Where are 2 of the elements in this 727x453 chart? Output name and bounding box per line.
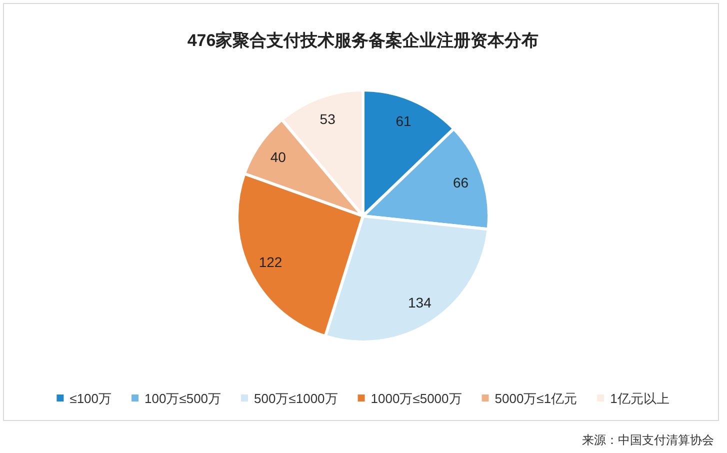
title: 476家聚合支付技术服务备案企业注册资本分布 <box>187 31 539 50</box>
annotation: 来源：中国支付清算协会 <box>582 433 714 447</box>
